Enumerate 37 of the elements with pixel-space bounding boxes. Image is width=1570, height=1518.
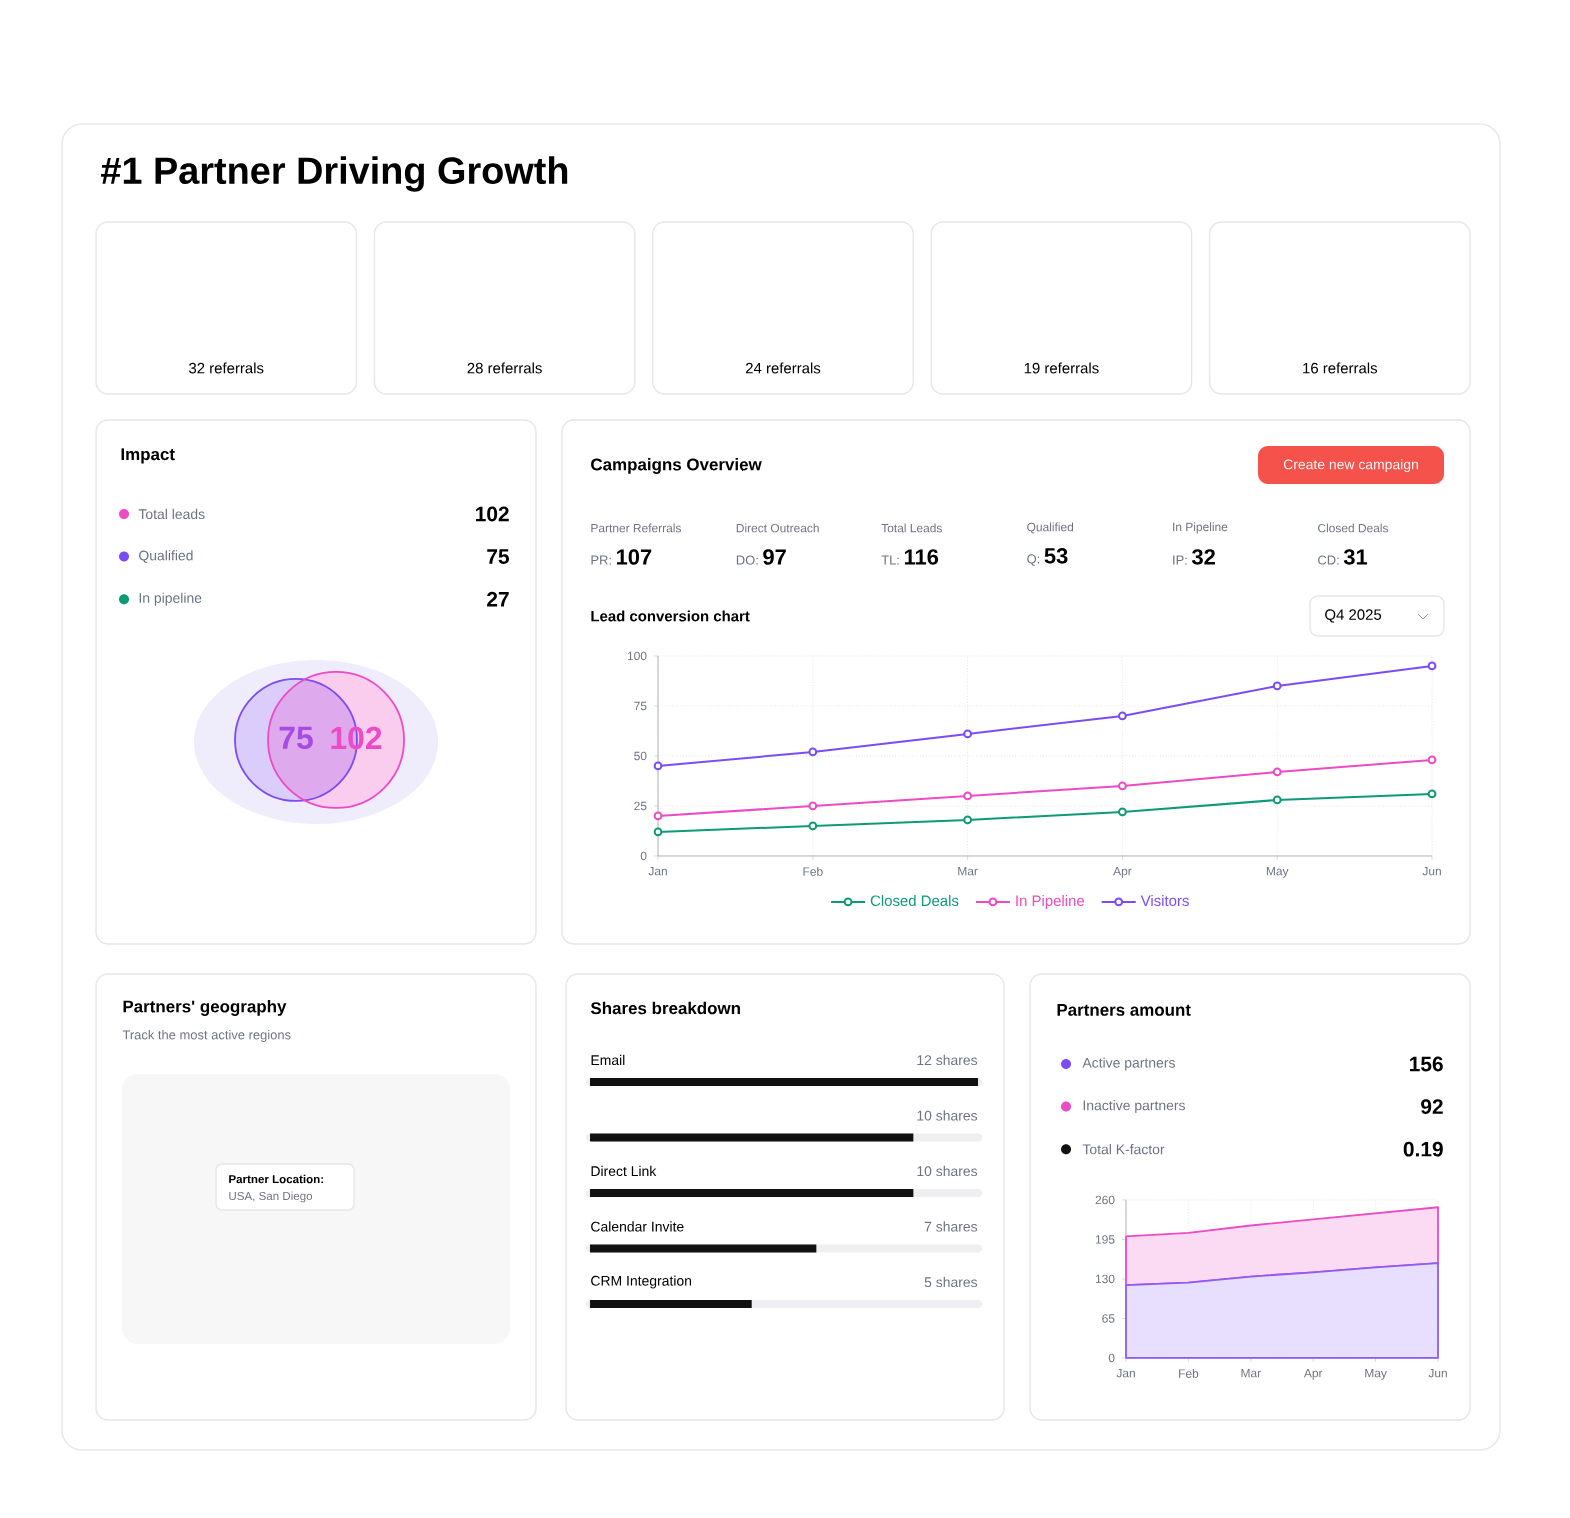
point (1118, 711, 1127, 721)
point (1272, 681, 1282, 691)
point (1427, 661, 1437, 671)
data-label: 0.19 (1403, 1141, 1443, 1157)
point (1272, 795, 1282, 805)
data-label: 92 (1421, 1099, 1443, 1114)
point (963, 729, 973, 739)
data-label: 75 (487, 549, 510, 564)
text: Partners' geography (123, 1000, 287, 1016)
data-label: 75 (279, 726, 313, 750)
point (1118, 807, 1127, 817)
point (963, 791, 973, 801)
point (1118, 781, 1127, 791)
point (1272, 767, 1282, 777)
point (653, 827, 663, 837)
point (1427, 789, 1437, 799)
text: Impact (121, 448, 175, 464)
point (653, 811, 663, 821)
point (808, 747, 818, 757)
data-label: 27 (487, 591, 509, 607)
text: DO: 97 (736, 549, 786, 565)
point (963, 815, 973, 825)
data-label: 102 (476, 506, 509, 522)
point (653, 761, 663, 771)
text: TL: 116 (881, 549, 939, 565)
text: #1 Partner Driving Growth (101, 156, 568, 192)
point (1427, 755, 1437, 765)
text: Q: 53 (1027, 548, 1068, 566)
text: PR: 107 (591, 549, 652, 565)
chart-title: Shares breakdown (590, 1001, 740, 1015)
point (808, 821, 818, 831)
data-label: 156 (1410, 1056, 1443, 1072)
text: CD: 31 (1318, 549, 1368, 565)
point (808, 801, 818, 811)
text: Campaigns Overview (591, 458, 762, 474)
text: IP: 32 (1173, 549, 1215, 565)
text: Partners amount (1057, 1004, 1191, 1016)
